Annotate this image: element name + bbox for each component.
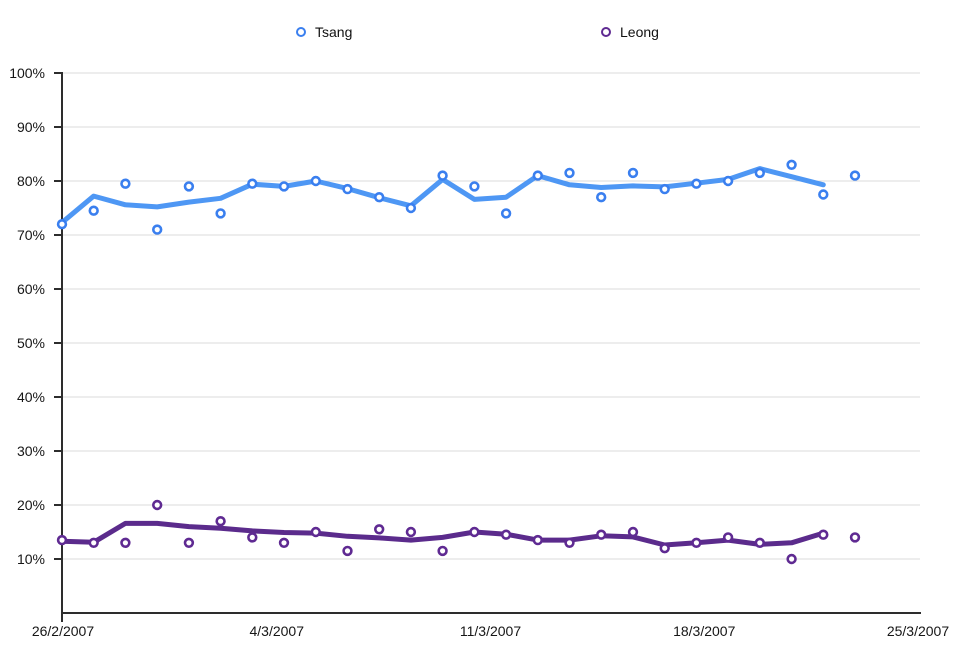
leong-legend-label: Leong xyxy=(620,24,659,40)
svg-text:100%: 100% xyxy=(9,65,45,81)
tsang-legend-marker-icon xyxy=(296,27,306,37)
svg-text:18/3/2007: 18/3/2007 xyxy=(673,623,735,639)
svg-text:10%: 10% xyxy=(17,551,45,567)
trend-line-leong xyxy=(59,520,826,548)
data-points-leong xyxy=(56,499,861,565)
data-points-tsang xyxy=(56,159,861,235)
svg-text:26/2/2007: 26/2/2007 xyxy=(32,623,94,639)
axes xyxy=(54,72,921,622)
svg-text:4/3/2007: 4/3/2007 xyxy=(250,623,305,639)
legend-item-tsang: Tsang xyxy=(296,24,352,40)
y-axis-labels: 100% 90% 80% 70% 60% 50% 40% 30% 20% 10% xyxy=(9,65,45,567)
svg-text:80%: 80% xyxy=(17,173,45,189)
leong-legend-marker-icon xyxy=(601,27,611,37)
svg-text:11/3/2007: 11/3/2007 xyxy=(460,623,521,639)
tsang-legend-label: Tsang xyxy=(315,24,353,40)
x-axis-labels: 26/2/2007 4/3/2007 11/3/2007 18/3/2007 25/3/… xyxy=(32,623,949,639)
gridlines xyxy=(63,72,920,560)
svg-text:20%: 20% xyxy=(17,497,45,513)
svg-text:40%: 40% xyxy=(17,389,45,405)
chart-legend: Tsang Leong xyxy=(0,0,960,46)
svg-text:70%: 70% xyxy=(17,227,45,243)
svg-text:60%: 60% xyxy=(17,281,45,297)
svg-text:50%: 50% xyxy=(17,335,45,351)
svg-text:30%: 30% xyxy=(17,443,45,459)
svg-text:90%: 90% xyxy=(17,119,45,135)
svg-text:25/3/2007: 25/3/2007 xyxy=(887,623,949,639)
legend-item-leong: Leong xyxy=(601,24,659,40)
